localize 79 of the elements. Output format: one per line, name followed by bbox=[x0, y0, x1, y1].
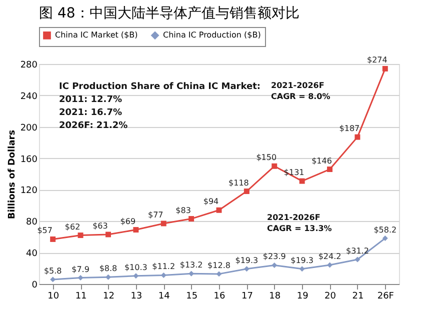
x-tick-label: 19 bbox=[296, 292, 309, 302]
point bbox=[216, 207, 222, 213]
data-label: $13.2 bbox=[180, 260, 203, 270]
y-tick-label: 160 bbox=[20, 154, 38, 165]
data-label: $58.2 bbox=[374, 225, 397, 234]
x-tick-label: 12 bbox=[103, 292, 114, 302]
point bbox=[160, 272, 166, 278]
x-tick-label: 13 bbox=[130, 292, 142, 302]
point bbox=[216, 271, 222, 277]
annotation: 2021-2026F CAGR = 8.0% bbox=[271, 81, 330, 101]
data-label: $94 bbox=[203, 197, 219, 206]
y-axis-title: Billions of Dollars bbox=[7, 130, 18, 220]
data-label: $31.2 bbox=[346, 246, 369, 256]
data-label: $11.2 bbox=[152, 262, 176, 272]
data-label: $10.3 bbox=[124, 262, 148, 272]
annotation: 2011: 12.7% bbox=[59, 95, 122, 105]
x-tick-label: 18 bbox=[269, 292, 281, 302]
y-tick-label: 40 bbox=[26, 249, 38, 260]
y-tick-label: 120 bbox=[20, 186, 38, 196]
data-label: $274 bbox=[366, 56, 388, 65]
data-label: $77 bbox=[148, 210, 164, 220]
point bbox=[299, 178, 305, 184]
legend-label: China IC Production ($B) bbox=[163, 30, 261, 40]
point bbox=[105, 232, 111, 238]
annotation: 2021: 16.7% bbox=[59, 108, 122, 118]
data-label: $12.8 bbox=[208, 260, 230, 270]
point bbox=[354, 134, 360, 140]
data-label: $5.8 bbox=[44, 266, 62, 276]
data-label: $24.2 bbox=[318, 252, 342, 261]
data-label: $63 bbox=[92, 222, 108, 230]
legend-label: China IC Market ($B) bbox=[55, 30, 138, 40]
x-tick-label: 17 bbox=[241, 292, 253, 302]
point bbox=[244, 188, 250, 194]
point bbox=[160, 220, 166, 226]
data-label: $187 bbox=[339, 124, 360, 134]
annotation: 2021-2026F CAGR = 13.3% bbox=[267, 213, 332, 233]
data-label: $57 bbox=[37, 226, 52, 236]
data-label: $19.3 bbox=[235, 256, 258, 265]
point bbox=[382, 66, 388, 72]
x-tick-label: 10 bbox=[48, 292, 60, 302]
point bbox=[354, 256, 360, 262]
point bbox=[78, 232, 84, 238]
y-tick-label: 200 bbox=[20, 123, 38, 134]
point bbox=[272, 262, 278, 268]
point bbox=[50, 236, 56, 242]
annotation: 2026F: 21.2% bbox=[59, 121, 128, 131]
data-label: $118 bbox=[228, 178, 249, 188]
data-label: $146 bbox=[312, 156, 332, 166]
data-label: $83 bbox=[176, 206, 191, 215]
x-tick-label: 26F bbox=[377, 292, 394, 302]
data-label: $8.8 bbox=[99, 264, 118, 274]
y-tick-label: 80 bbox=[26, 218, 38, 228]
x-tick-label: 20 bbox=[324, 292, 336, 302]
x-tick-label: 11 bbox=[75, 292, 87, 302]
point bbox=[299, 266, 305, 272]
point bbox=[327, 166, 333, 172]
point bbox=[382, 236, 388, 242]
data-label: $19.3 bbox=[290, 256, 314, 265]
data-label: $62 bbox=[64, 222, 80, 232]
point bbox=[188, 216, 194, 222]
data-label: $150 bbox=[256, 153, 277, 162]
point bbox=[272, 163, 278, 169]
point bbox=[133, 227, 139, 233]
data-label: $69 bbox=[120, 216, 136, 226]
data-label: $131 bbox=[284, 168, 304, 178]
data-label: $7.9 bbox=[72, 264, 90, 274]
x-tick-label: 16 bbox=[214, 292, 226, 302]
x-tick-label: 21 bbox=[352, 292, 364, 302]
point bbox=[78, 275, 84, 281]
point bbox=[244, 266, 250, 272]
x-tick-label: 15 bbox=[186, 292, 198, 302]
point bbox=[327, 262, 333, 268]
y-tick-label: 240 bbox=[20, 92, 38, 102]
x-tick-label: 14 bbox=[158, 292, 170, 302]
chart-title: 图 48：中国大陆半导体产值与销售额对比 bbox=[39, 6, 300, 22]
annotation: IC Production Share of China IC Market: bbox=[59, 82, 260, 92]
y-tick-label: 0 bbox=[32, 280, 38, 290]
y-tick-label: 280 bbox=[20, 60, 38, 70]
data-label: $23.9 bbox=[262, 252, 286, 262]
